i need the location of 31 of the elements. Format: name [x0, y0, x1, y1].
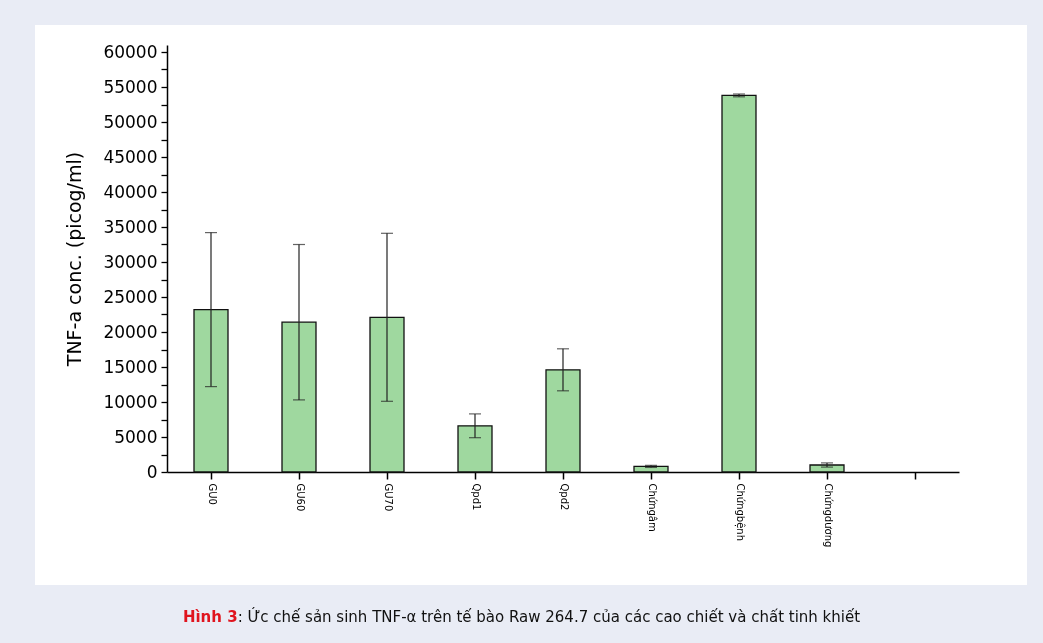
bar	[281, 321, 317, 473]
y-tick-label: 15000	[103, 356, 158, 377]
bar	[457, 425, 493, 473]
x-tick-label: Chứngbệnh	[733, 483, 746, 542]
text: Hình 3: Ức chế sản sinh TNF-α trên tế bào Raw 264.7 của các cao chiết và chất tinh khiết	[181, 608, 862, 626]
x-tick-label: Chứngdương	[822, 483, 834, 548]
x-tick-label: Qpd2	[558, 483, 570, 511]
y-tick-label: 25000	[103, 286, 158, 307]
x-tick-label: Qpd1	[470, 483, 482, 511]
y-tick-label: 55000	[103, 76, 158, 97]
bar	[721, 94, 757, 473]
y-tick-label: 20000	[103, 321, 158, 342]
y-tick-label: 60000	[103, 41, 158, 62]
y-tick-label: 10000	[103, 391, 158, 412]
y-tick-label: 30000	[103, 251, 158, 272]
y-tick-label: 50000	[103, 111, 158, 132]
x-tick-label: GU60	[294, 483, 306, 512]
x-tick-label: GU0	[206, 483, 218, 505]
y-tick-label: 40000	[103, 181, 158, 202]
bar	[809, 464, 845, 473]
y-axis-title: TNF-a conc. (picog/ml)	[63, 151, 86, 368]
y-tick-label: 5000	[114, 426, 158, 447]
bar	[193, 308, 229, 473]
x-tick-label: Chứngâm	[646, 483, 658, 532]
x-tick-label: GU70	[382, 483, 394, 512]
y-tick-label: 45000	[103, 146, 158, 167]
y-tick-label: 0	[146, 461, 158, 482]
bar	[369, 316, 405, 473]
y-tick-label: 35000	[103, 216, 158, 237]
bar	[545, 369, 581, 473]
bar	[633, 465, 669, 473]
